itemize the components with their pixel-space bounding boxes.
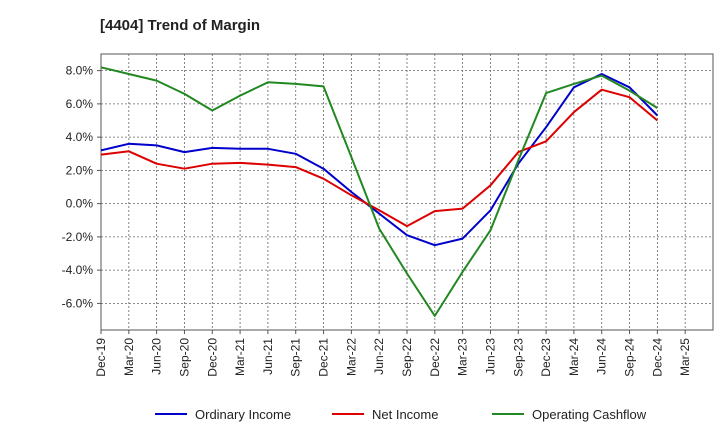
x-tick-label: Mar-23 bbox=[456, 338, 470, 376]
x-tick-label: Dec-22 bbox=[428, 338, 442, 377]
x-tick-label: Jun-23 bbox=[483, 338, 497, 375]
y-axis: 8.0% 6.0% 4.0% 2.0% 0.0% -2.0% -4.0% -6.0% bbox=[62, 64, 101, 310]
legend-label-ordinary-income: Ordinary Income bbox=[195, 407, 291, 422]
x-tick-label: Mar-24 bbox=[567, 338, 581, 376]
x-tick-label: Sep-20 bbox=[177, 338, 191, 377]
x-tick-label: Jun-20 bbox=[150, 338, 164, 375]
legend-label-net-income: Net Income bbox=[372, 407, 438, 422]
x-axis: Dec-19 Mar-20 Jun-20 Sep-20 Dec-20 Mar-21 Jun-… bbox=[94, 330, 692, 377]
x-tick-label: Dec-21 bbox=[317, 338, 331, 377]
x-tick-label: Sep-23 bbox=[511, 338, 525, 377]
y-tick-label: 4.0% bbox=[66, 130, 94, 144]
y-tick-label: 6.0% bbox=[66, 97, 94, 111]
legend-label-operating-cashflow: Operating Cashflow bbox=[532, 407, 647, 422]
x-tick-label: Dec-20 bbox=[205, 338, 219, 377]
x-tick-label: Dec-19 bbox=[94, 338, 108, 377]
series-line-ordinary-income bbox=[100, 73, 659, 247]
series-line-operating-cashflow bbox=[100, 66, 658, 317]
x-tick-label: Mar-20 bbox=[122, 338, 136, 376]
y-tick-label: 2.0% bbox=[66, 163, 94, 177]
y-tick-label: 8.0% bbox=[66, 64, 94, 78]
x-tick-label: Mar-25 bbox=[678, 338, 692, 376]
x-tick-label: Mar-22 bbox=[344, 338, 358, 376]
y-tick-label: -6.0% bbox=[62, 296, 94, 310]
chart-title: [4404] Trend of Margin bbox=[100, 17, 260, 34]
grid-lines bbox=[101, 54, 713, 330]
x-tick-label: Jun-24 bbox=[595, 338, 609, 375]
x-tick-label: Sep-22 bbox=[400, 338, 414, 377]
y-tick-label: 0.0% bbox=[66, 197, 94, 211]
x-tick-label: Dec-24 bbox=[650, 338, 664, 377]
x-tick-label: Sep-21 bbox=[289, 338, 303, 377]
series-line-net-income bbox=[100, 88, 659, 228]
y-tick-label: -2.0% bbox=[62, 230, 94, 244]
x-tick-label: Mar-21 bbox=[233, 338, 247, 376]
series-lines bbox=[100, 66, 659, 317]
x-tick-label: Dec-23 bbox=[539, 338, 553, 377]
x-tick-label: Sep-24 bbox=[623, 338, 637, 377]
x-tick-label: Jun-21 bbox=[261, 338, 275, 375]
legend: Ordinary Income Net Income Operating Cashf… bbox=[155, 407, 647, 422]
y-tick-label: -4.0% bbox=[62, 263, 94, 277]
x-tick-label: Jun-22 bbox=[372, 338, 386, 375]
